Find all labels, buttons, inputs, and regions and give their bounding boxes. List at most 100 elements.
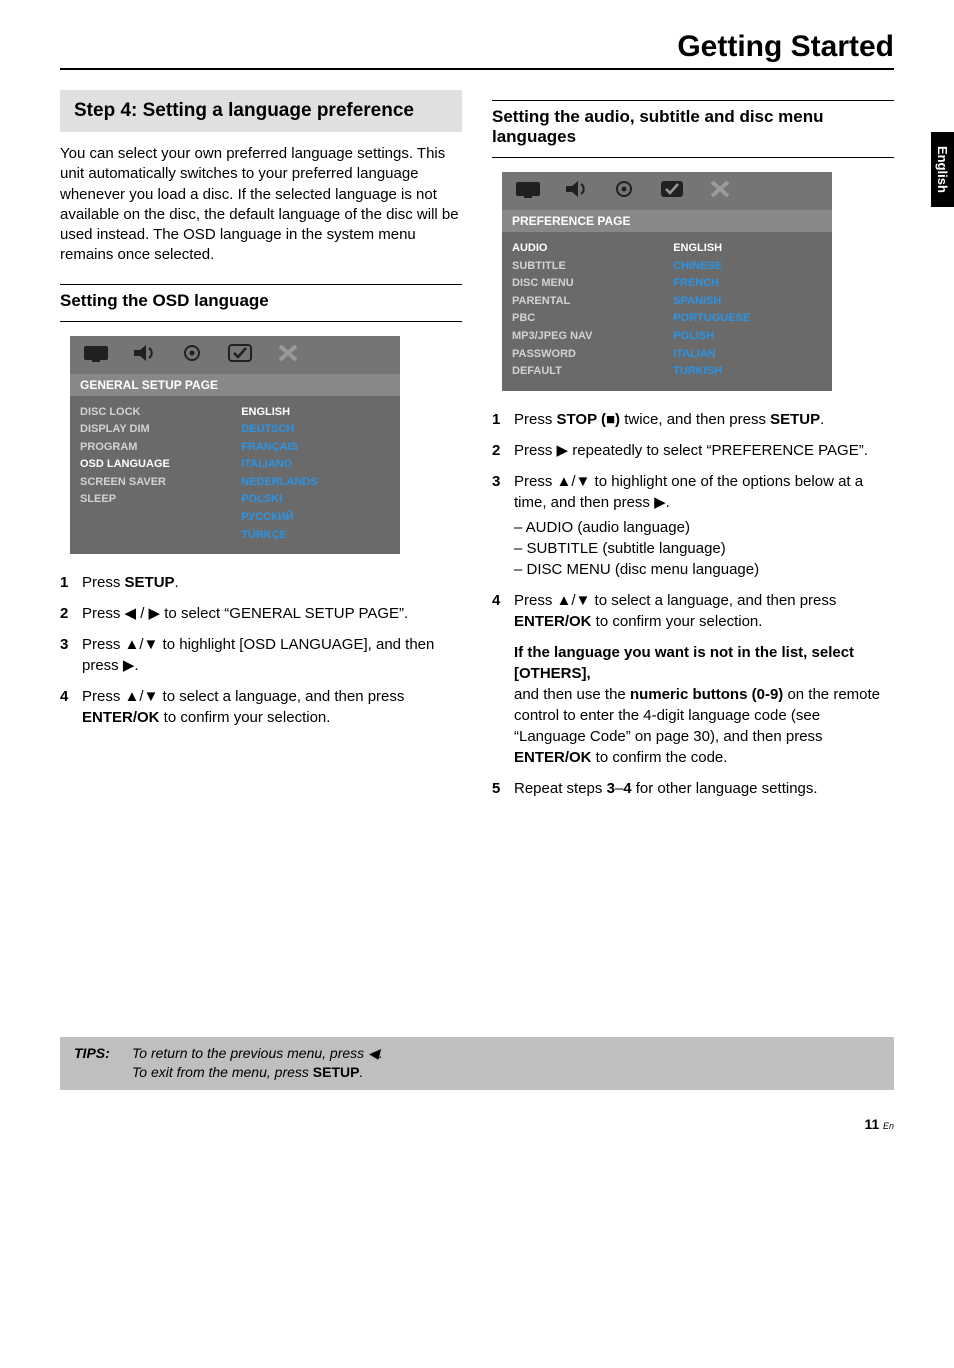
list-item: 3 Press ▲/▼ to highlight one of the opti… [492,471,894,580]
text: . [666,494,670,511]
arrow-symbol: ▶ [654,494,666,511]
osd-sub-bar-left: GENERAL SETUP PAGE [70,374,400,396]
text: To return to the previous menu, press [132,1045,368,1061]
text-bold: 3 [607,780,615,797]
osd-screenshot-left: GENERAL SETUP PAGE DISC LOCKENGLISH DISP… [70,336,400,555]
text: Press [82,605,125,622]
check-icon [658,178,686,204]
osd-body-left: DISC LOCKENGLISH DISPLAY DIMDEUTSCH PROG… [70,396,400,555]
arrow-symbol: ▶ [557,442,569,459]
text: . [379,1045,383,1061]
text: Press [514,473,557,490]
step4-section-box: Step 4: Setting a language preference [60,90,462,132]
osd-key: PARENTAL [512,293,673,311]
text: twice, and then press [620,411,770,428]
page-number-suffix: En [883,1121,894,1131]
tips-bar: TIPS: To return to the previous menu, pr… [60,1037,894,1090]
osd-val: POLSKI [241,491,390,509]
osd-icon-row-left [70,336,400,374]
text: Press [514,411,557,428]
text: . [134,657,138,674]
left-steps-list: 1 Press SETUP. 2 Press ◀ / ▶ to select “… [60,572,462,728]
osd-key: DISC MENU [512,275,673,293]
right-heading-rule-top [492,100,894,101]
tips-text: To return to the previous menu, press ◀.… [132,1045,880,1082]
osd-val: ENGLISH [241,404,390,422]
step4-intro-text: You can select your own preferred langua… [60,144,462,266]
text-bold: SETUP [125,574,175,591]
osd-language-heading: Setting the OSD language [60,291,462,311]
page-number: 11 En [60,1116,894,1132]
left-column: Step 4: Setting a language preference Yo… [60,90,462,817]
osd-val: FRENCH [673,275,822,293]
right-steps-list: 1 Press STOP (■) twice, and then press S… [492,409,894,799]
list-item: 5 Repeat steps 3–4 for other language se… [492,778,894,799]
text: repeatedly to select “PREFERENCE PAGE”. [568,442,868,459]
step-number: 5 [492,778,514,799]
osd-key: SUBTITLE [512,258,673,276]
text: To exit from the menu, press [132,1064,313,1080]
osd-heading-rule-top [60,284,462,285]
osd-val: ENGLISH [673,240,822,258]
osd-val: РУССКИЙ [241,509,390,527]
bullet: – SUBTITLE (subtitle language) [514,538,894,559]
step-text: Press SETUP. [82,572,462,593]
list-item: 4 Press ▲/▼ to select a language, and th… [492,590,894,768]
text: – [615,780,623,797]
note-block: If the language you want is not in the l… [514,642,894,768]
step-text: Press ◀ / ▶ to select “GENERAL SETUP PAG… [82,603,462,624]
osd-val: PORTUGUESE [673,310,822,328]
step-number: 2 [492,440,514,461]
step-number: 1 [492,409,514,430]
text: and then use the [514,686,630,703]
osd-icon-row-right [502,172,832,210]
gear-icon [610,178,638,204]
osd-val: ITALIANO [241,456,390,474]
text: . [359,1064,363,1080]
tv-icon [82,342,110,368]
list-item: 3 Press ▲/▼ to highlight [OSD LANGUAGE],… [60,634,462,676]
osd-key: DEFAULT [512,363,673,381]
text: to select “GENERAL SETUP PAGE”. [160,605,408,622]
text: Press [514,442,557,459]
osd-heading-rule-bottom [60,321,462,322]
bullet: – AUDIO (audio language) [514,517,894,538]
text: Press [82,574,125,591]
tips-label: TIPS: [74,1045,132,1082]
osd-key: SCREEN SAVER [80,474,241,492]
osd-body-right: AUDIOENGLISH SUBTITLECHINESE DISC MENUFR… [502,232,832,391]
osd-screenshot-right: PREFERENCE PAGE AUDIOENGLISH SUBTITLECHI… [502,172,832,391]
step-text: Press ▲/▼ to highlight one of the option… [514,471,894,580]
list-item: 1 Press STOP (■) twice, and then press S… [492,409,894,430]
speaker-icon [562,178,590,204]
list-item: 1 Press SETUP. [60,572,462,593]
sub-bullets: – AUDIO (audio language) – SUBTITLE (sub… [514,517,894,580]
osd-val: CHINESE [673,258,822,276]
step-number: 1 [60,572,82,593]
step-number: 2 [60,603,82,624]
step-text: Press STOP (■) twice, and then press SET… [514,409,894,430]
list-item: 2 Press ◀ / ▶ to select “GENERAL SETUP P… [60,603,462,624]
osd-key [80,527,241,545]
text-bold: ENTER/OK [514,749,592,766]
step-number: 3 [492,471,514,580]
text: Press [514,592,557,609]
step-text: Press ▲/▼ to select a language, and then… [514,590,894,768]
list-item: 4 Press ▲/▼ to select a language, and th… [60,686,462,728]
arrow-symbol: ▲/▼ [125,636,159,653]
arrow-symbol: ◀ / ▶ [125,605,161,622]
text: . [175,574,179,591]
step4-title: Step 4: Setting a language preference [74,100,448,122]
right-sub-heading: Setting the audio, subtitle and disc men… [492,107,894,147]
step-text: Press ▲/▼ to select a language, and then… [82,686,462,728]
text-bold: SETUP [313,1064,360,1080]
step-number: 4 [60,686,82,728]
page-title: Getting Started [60,30,894,64]
step-number: 4 [492,590,514,768]
text-bold: STOP (■) [557,411,621,428]
content-columns: Step 4: Setting a language preference Yo… [60,90,894,817]
text: to confirm your selection. [592,613,763,630]
osd-key: PASSWORD [512,346,673,364]
step-text: Press ▶ repeatedly to select “PREFERENCE… [514,440,894,461]
list-item: 2 Press ▶ repeatedly to select “PREFEREN… [492,440,894,461]
